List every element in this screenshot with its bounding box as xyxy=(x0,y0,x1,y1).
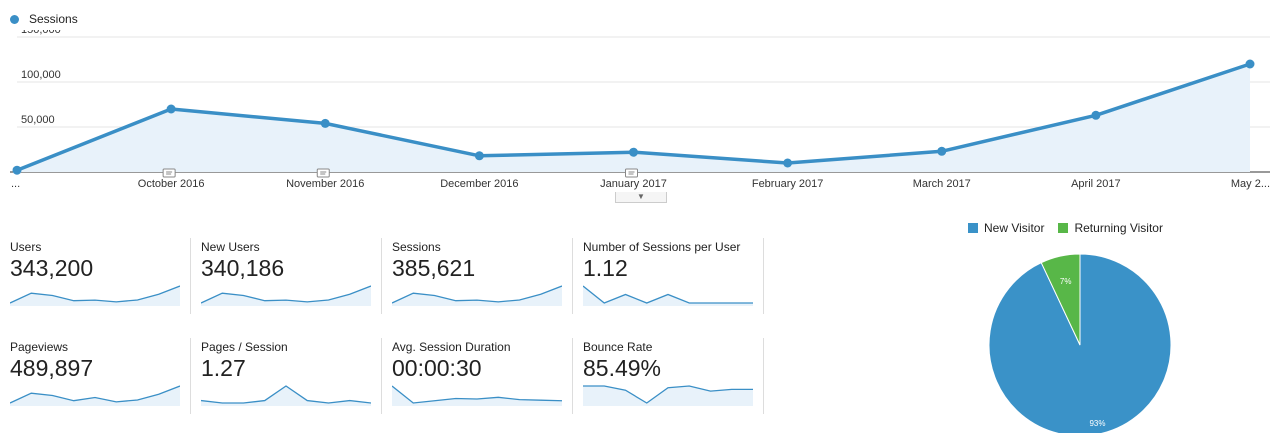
pie-slice-returning-visitor[interactable] xyxy=(1040,253,1081,346)
metric-value: 85.49% xyxy=(583,355,662,381)
metric-value: 1.12 xyxy=(583,255,628,281)
metric-label: Sessions xyxy=(392,240,441,254)
metric-tile[interactable]: Avg. Session Duration 00:00:30 xyxy=(392,340,572,415)
metric-value: 489,897 xyxy=(10,355,94,381)
x-tick-label: December 2016 xyxy=(440,178,518,190)
x-tick-label: January 2017 xyxy=(600,178,667,190)
tile-separator xyxy=(381,338,382,414)
y-tick-label: 150,000 xyxy=(21,30,61,36)
sessions-line-chart[interactable]: 150,000 100,000 50,000... October 2016 Novem… xyxy=(0,30,1274,200)
metric-tile[interactable]: New Users 340,186 xyxy=(201,240,381,315)
collapse-chart-toggle[interactable]: ▼ xyxy=(615,192,667,203)
metric-value: 340,186 xyxy=(201,255,285,281)
metric-value: 385,621 xyxy=(392,255,476,281)
metric-sparkline xyxy=(392,285,562,306)
series-color-dot xyxy=(10,14,19,24)
annotation-icon[interactable] xyxy=(316,168,330,178)
tile-separator xyxy=(190,238,191,314)
metric-sparkline xyxy=(583,385,753,406)
y-tick-label: 100,000 xyxy=(21,69,61,81)
pie-legend: New Visitor Returning Visitor xyxy=(968,221,1177,235)
pie-legend-item-returning[interactable]: Returning Visitor xyxy=(1058,221,1163,235)
new-visitor-swatch xyxy=(968,223,978,233)
metric-tile[interactable]: Users 343,200 xyxy=(10,240,190,315)
data-point[interactable] xyxy=(166,104,176,114)
tile-separator xyxy=(572,338,573,414)
sessions-area-fill xyxy=(17,64,1250,172)
data-point[interactable] xyxy=(629,147,638,157)
metric-tile[interactable]: Number of Sessions per User 1.12 xyxy=(583,240,763,315)
metric-tile[interactable]: Sessions 385,621 xyxy=(392,240,572,315)
data-point[interactable] xyxy=(1091,110,1101,120)
metric-label: Number of Sessions per User xyxy=(583,240,741,254)
pie-slice-label: 7% xyxy=(1060,277,1072,286)
y-tick-label: 50,000 xyxy=(21,114,55,126)
metric-tile[interactable]: Pageviews 489,897 xyxy=(10,340,190,415)
tile-separator xyxy=(572,238,573,314)
annotation-icon[interactable] xyxy=(625,168,638,178)
metric-sparkline xyxy=(201,385,371,406)
x-tick-label: October 2016 xyxy=(138,178,205,190)
chart-legend: Sessions xyxy=(10,12,78,26)
metric-sparkline xyxy=(583,285,753,306)
data-point[interactable] xyxy=(320,118,330,128)
tile-separator xyxy=(763,238,764,314)
metric-tile[interactable]: Pages / Session 1.27 xyxy=(201,340,381,415)
pie-legend-label-new: New Visitor xyxy=(984,221,1045,235)
metric-sparkline xyxy=(10,385,180,406)
x-tick-label: November 2016 xyxy=(286,178,364,190)
data-point[interactable] xyxy=(937,146,947,156)
x-tick-label: February 2017 xyxy=(752,178,824,190)
metric-label: Bounce Rate xyxy=(583,340,653,354)
metric-value: 1.27 xyxy=(201,355,246,381)
metric-sparkline xyxy=(392,385,562,406)
pie-legend-label-returning: Returning Visitor xyxy=(1074,221,1163,235)
tile-separator xyxy=(190,338,191,414)
metric-value: 00:00:30 xyxy=(392,355,482,381)
metric-value: 343,200 xyxy=(10,255,94,281)
metric-label: Pages / Session xyxy=(201,340,288,354)
annotation-icon[interactable] xyxy=(162,168,176,178)
data-point[interactable] xyxy=(474,151,484,161)
pie-slice-label: 93% xyxy=(1089,419,1105,428)
visitor-pie-chart[interactable]: 93% 7% xyxy=(985,250,1175,433)
x-tick-label: ... xyxy=(11,178,20,190)
legend-label: Sessions xyxy=(29,12,78,26)
data-point[interactable] xyxy=(783,158,793,168)
metric-label: New Users xyxy=(201,240,260,254)
x-tick-label: March 2017 xyxy=(913,178,971,190)
metric-sparkline xyxy=(10,285,180,306)
metric-label: Pageviews xyxy=(10,340,69,354)
metric-sparkline xyxy=(201,285,371,306)
metric-tile[interactable]: Bounce Rate 85.49% xyxy=(583,340,763,415)
metric-label: Users xyxy=(10,240,42,254)
pie-legend-item-new[interactable]: New Visitor xyxy=(968,221,1044,235)
x-tick-label: May 2... xyxy=(1231,178,1270,190)
tile-separator xyxy=(381,238,382,314)
x-tick-label: April 2017 xyxy=(1071,178,1121,190)
tile-separator xyxy=(763,338,764,414)
data-point[interactable] xyxy=(1245,59,1255,69)
returning-visitor-swatch xyxy=(1058,223,1069,233)
data-point[interactable] xyxy=(12,165,22,175)
metric-label: Avg. Session Duration xyxy=(392,340,511,354)
